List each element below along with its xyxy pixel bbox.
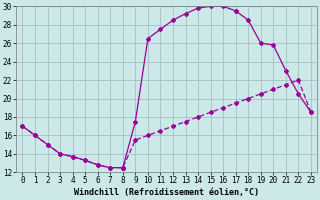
X-axis label: Windchill (Refroidissement éolien,°C): Windchill (Refroidissement éolien,°C) (74, 188, 259, 197)
